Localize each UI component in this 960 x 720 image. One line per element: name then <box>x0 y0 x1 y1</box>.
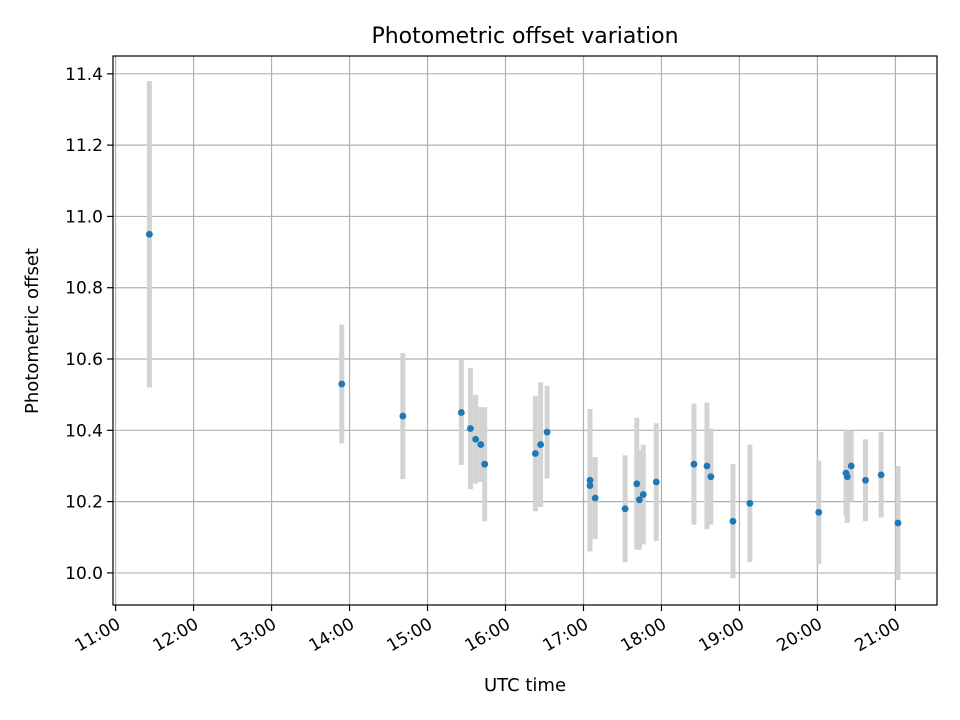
data-point <box>847 462 855 470</box>
plot-area <box>113 56 937 605</box>
data-point <box>537 441 544 448</box>
y-tick-label: 10.8 <box>65 279 103 299</box>
data-point <box>467 425 474 432</box>
data-point <box>862 476 869 484</box>
data-point <box>894 519 902 527</box>
data-point <box>621 505 629 513</box>
x-axis-label: UTC time <box>484 675 566 696</box>
chart-title: Photometric offset variation <box>371 24 678 49</box>
y-tick-label: 10.2 <box>65 493 103 513</box>
data-point <box>639 491 647 498</box>
y-tick-label: 10.0 <box>65 564 103 584</box>
y-tick-label: 11.4 <box>65 65 103 85</box>
grid-layer <box>113 56 937 605</box>
point-layer <box>145 230 902 527</box>
y-tick-label: 11.2 <box>65 136 103 156</box>
data-point <box>145 230 153 238</box>
data-point <box>472 435 480 443</box>
data-point <box>746 499 754 507</box>
data-point <box>591 494 599 502</box>
data-point <box>531 450 539 457</box>
data-point <box>877 471 885 479</box>
data-point <box>633 480 641 488</box>
y-tick-label: 10.6 <box>65 350 103 370</box>
data-point <box>543 428 551 436</box>
y-tick-label: 11.0 <box>65 207 103 227</box>
data-point <box>703 462 711 470</box>
plot-frame <box>112 55 938 606</box>
data-point <box>586 476 594 484</box>
data-point <box>457 409 465 416</box>
data-point <box>690 460 698 468</box>
data-point <box>843 473 851 481</box>
data-point <box>707 473 715 481</box>
data-point <box>815 508 823 516</box>
data-point <box>729 517 737 525</box>
data-point <box>477 441 485 448</box>
y-axis-label: Photometric offset <box>22 248 43 414</box>
data-point <box>652 478 660 486</box>
data-point <box>586 482 594 489</box>
data-point <box>338 380 346 388</box>
data-point <box>635 496 643 504</box>
data-point <box>399 412 407 420</box>
data-point <box>481 460 489 468</box>
y-tick-label: 10.4 <box>65 421 103 441</box>
